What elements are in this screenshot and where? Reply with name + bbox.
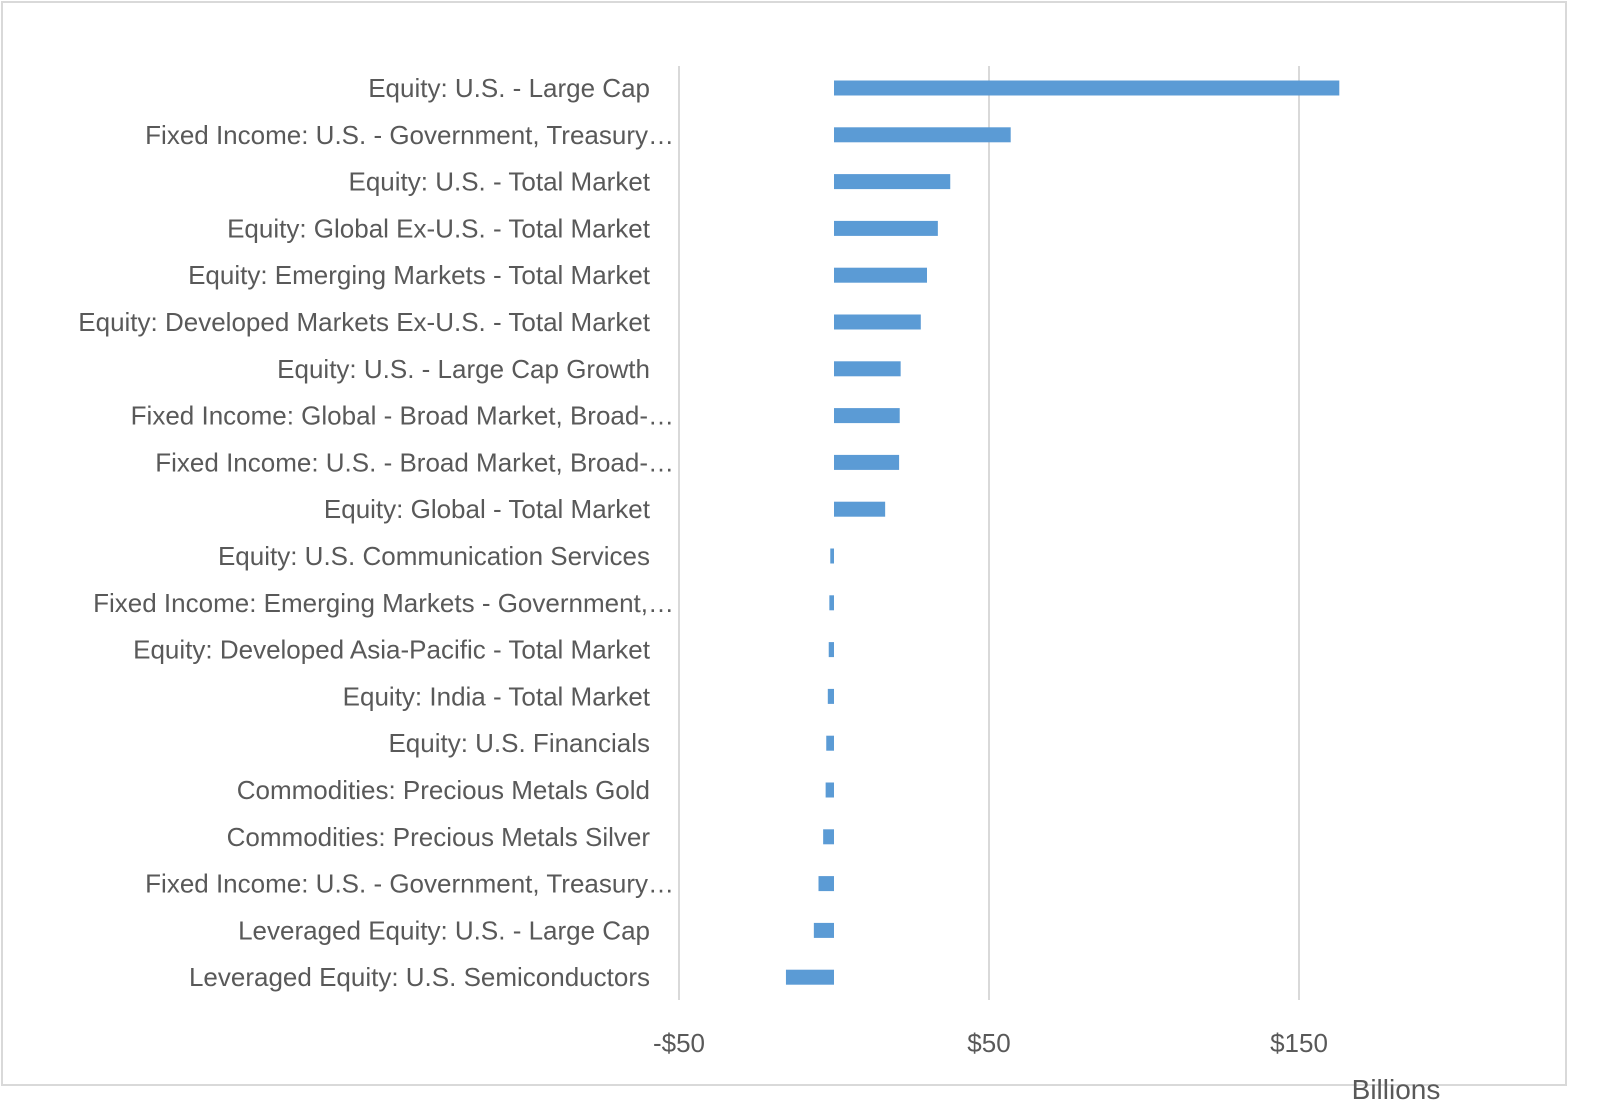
bar [834, 80, 1340, 96]
category-label: Fixed Income: Emerging Markets - Governm… [93, 588, 674, 618]
category-label: Leveraged Equity: U.S. Semiconductors [189, 962, 650, 992]
category-label: Equity: Global Ex-U.S. - Total Market [227, 213, 651, 243]
category-label: Equity: U.S. Communication Services [218, 541, 650, 571]
category-label: Equity: India - Total Market [343, 681, 651, 711]
category-label: Leveraged Equity: U.S. - Large Cap [238, 915, 650, 945]
bar [834, 501, 886, 517]
chart-frame [1, 1, 1567, 1086]
bar [834, 267, 927, 283]
gridlines [678, 66, 1300, 1000]
tick-labels: -$50 $50 $150 [653, 1028, 1328, 1058]
x-tick-label: $50 [967, 1028, 1010, 1058]
bar [826, 735, 834, 751]
category-label: Fixed Income: U.S. - Government, Treasur… [145, 120, 674, 150]
category-label: Equity: Emerging Markets - Total Market [188, 260, 651, 290]
category-label: Equity: U.S. - Total Market [348, 167, 650, 197]
bar [785, 969, 834, 985]
category-label: Fixed Income: U.S. - Government, Treasur… [145, 869, 674, 899]
axis-unit-label: Billions [1352, 1074, 1441, 1105]
bar [827, 688, 834, 704]
category-label: Equity: U.S. Financials [388, 728, 650, 758]
bar [834, 361, 901, 377]
category-label: Equity: Global - Total Market [324, 494, 651, 524]
category-label: Commodities: Precious Metals Gold [237, 775, 650, 805]
category-label: Equity: Developed Markets Ex-U.S. - Tota… [78, 307, 651, 337]
bar [834, 314, 921, 330]
category-label: Equity: U.S. - Large Cap Growth [277, 354, 650, 384]
category-labels: Equity: U.S. - Large Cap Fixed Income: U.… [78, 73, 674, 992]
bars [785, 80, 1340, 985]
bar [829, 595, 834, 611]
x-tick-label: $150 [1270, 1028, 1328, 1058]
x-tick-label: -$50 [653, 1028, 705, 1058]
bar [834, 454, 900, 470]
bar [834, 408, 900, 424]
bar [825, 782, 834, 798]
bar [834, 174, 951, 190]
bar [834, 220, 938, 236]
category-label: Fixed Income: U.S. - Broad Market, Broad… [155, 447, 674, 477]
bar [823, 829, 834, 845]
bar [813, 922, 834, 938]
category-label: Equity: U.S. - Large Cap [368, 73, 650, 103]
bar [828, 642, 834, 658]
bar [830, 548, 834, 564]
bar [834, 127, 1011, 143]
category-label: Commodities: Precious Metals Silver [227, 822, 651, 852]
category-label: Equity: Developed Asia-Pacific - Total M… [133, 635, 651, 665]
category-label: Fixed Income: Global - Broad Market, Bro… [131, 401, 674, 431]
bar [818, 876, 834, 892]
